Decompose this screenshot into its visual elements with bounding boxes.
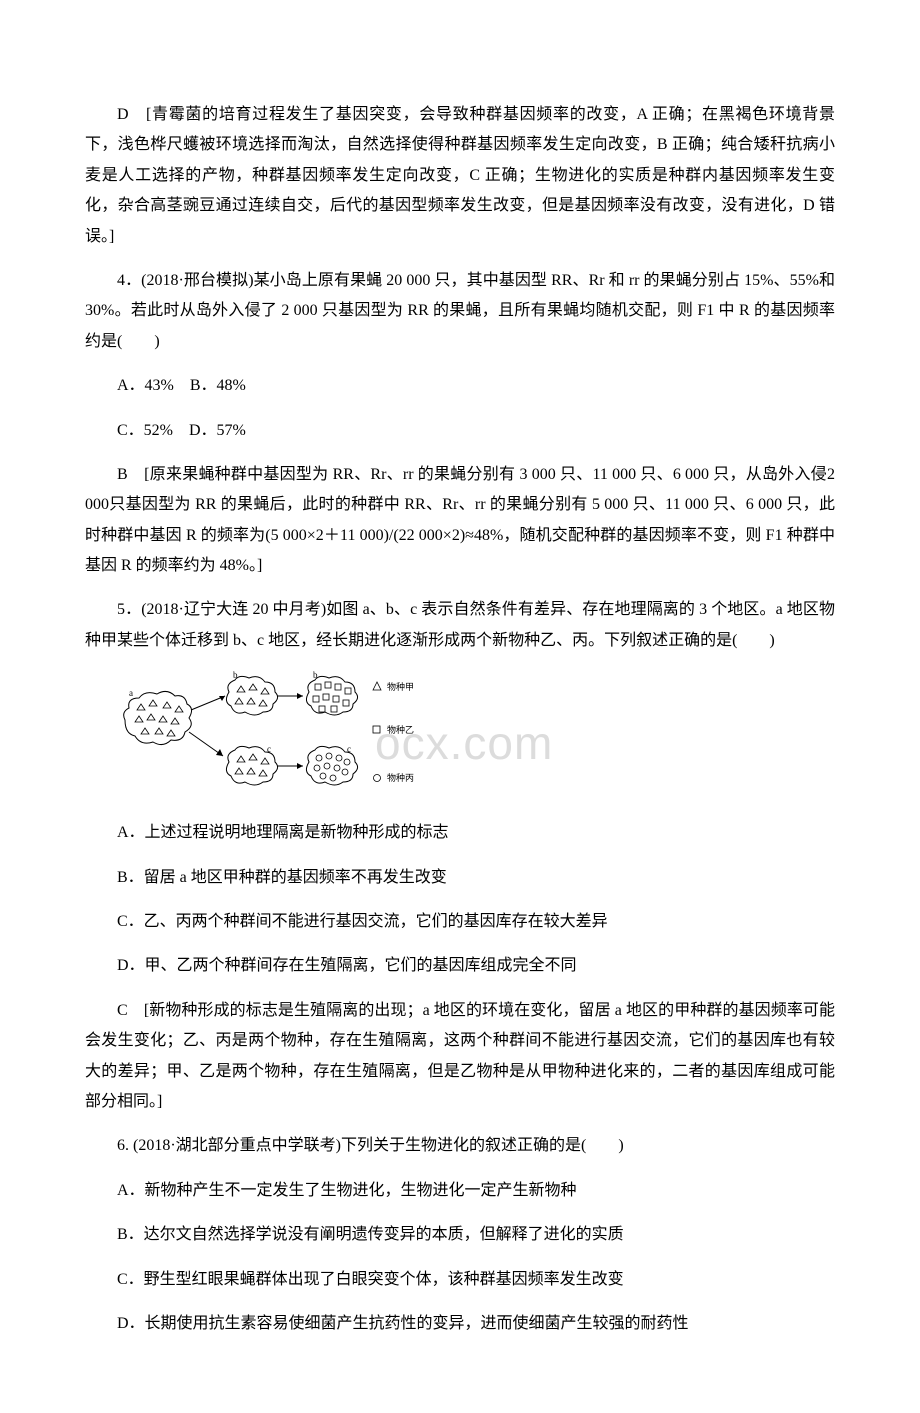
question-6-option-a: A．新物种产生不一定发生了生物进化，生物进化一定产生新物种 xyxy=(85,1176,835,1206)
question-5-answer: C [新物种形成的标志是生殖隔离的出现；a 地区的环境在变化，留居 a 地区的甲… xyxy=(85,996,835,1118)
arrow-c-transition xyxy=(277,763,303,769)
region-c-left: c xyxy=(226,744,277,785)
arrow-a-to-b xyxy=(191,696,225,710)
label-c-left: c xyxy=(267,744,271,754)
label-b-left: b xyxy=(233,670,238,680)
arrow-b-transition xyxy=(277,693,303,699)
question-6-stem: 6. (2018·湖北部分重点中学联考)下列关于生物进化的叙述正确的是( ) xyxy=(85,1131,835,1161)
legend-yi: 物种乙 xyxy=(387,724,414,735)
region-b-right: b xyxy=(306,670,357,715)
question-4-stem: 4．(2018·邢台模拟)某小岛上原有果蝇 20 000 只，其中基因型 RR、… xyxy=(85,266,835,357)
question-5-stem: 5．(2018·辽宁大连 20 中月考)如图 a、b、c 表示自然条件有差异、存… xyxy=(85,595,835,656)
legend-bing: 物种丙 xyxy=(387,772,414,783)
question-5-option-d: D．甲、乙两个种群间存在生殖隔离，它们的基因库组成完全不同 xyxy=(85,951,835,981)
legend-jia: 物种甲 xyxy=(387,681,414,692)
region-b-left: b xyxy=(226,670,277,715)
label-b-right: b xyxy=(313,670,318,680)
question-4-options-ab: A．43% B．48% xyxy=(85,371,835,401)
question-6-option-c: C．野生型红眼果蝇群体出现了白眼突变个体，该种群基因频率发生改变 xyxy=(85,1265,835,1295)
region-a: a xyxy=(124,688,192,745)
question-4-answer: B [原来果蝇种群中基因型为 RR、Rr、rr 的果蝇分别有 3 000 只、1… xyxy=(85,460,835,582)
answer-d-explanation: D [青霉菌的培育过程发生了基因突变，会导致种群基因频率的改变，A 正确；在黑褐… xyxy=(85,100,835,252)
question-5-option-b: B．留居 a 地区甲种群的基因频率不再发生改变 xyxy=(85,863,835,893)
diagram-legend: 物种甲 物种乙 物种丙 xyxy=(373,681,414,783)
question-5-option-a: A．上述过程说明地理隔离是新物种形成的标志 xyxy=(85,818,835,848)
question-6-option-d: D．长期使用抗生素容易使细菌产生抗药性的变异，进而使细菌产生较强的耐药性 xyxy=(85,1309,835,1339)
species-diagram-container: ocx.com a xyxy=(85,670,835,800)
region-c-right: c xyxy=(306,744,357,785)
question-6-option-b: B．达尔文自然选择学说没有阐明遗传变异的本质，但解释了进化的实质 xyxy=(85,1220,835,1250)
question-5-option-c: C．乙、丙两个种群间不能进行基因交流，它们的基因库存在较大差异 xyxy=(85,907,835,937)
label-a: a xyxy=(129,688,133,698)
label-c-right: c xyxy=(347,744,351,754)
arrow-a-to-c xyxy=(189,732,223,756)
species-migration-diagram: a xyxy=(117,670,447,800)
question-4-options-cd: C．52% D．57% xyxy=(85,416,835,446)
